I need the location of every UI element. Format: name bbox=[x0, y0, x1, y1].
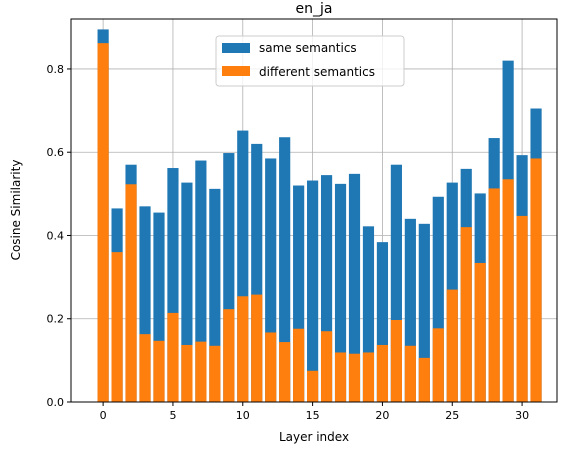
bar-same-semantics-21 bbox=[390, 164, 402, 402]
bar-different-semantics-17 bbox=[334, 352, 347, 402]
bar-different-semantics-0 bbox=[97, 43, 109, 402]
bar-different-semantics-31 bbox=[530, 158, 542, 402]
bar-same-semantics-12 bbox=[265, 158, 277, 402]
bar-different-semantics-14 bbox=[293, 328, 305, 402]
ticks: 0 5 10 15 20 25 30 0.0 0.2 0.4 0.6 0.8 bbox=[47, 63, 530, 422]
bar-different-semantics-25 bbox=[446, 289, 458, 402]
bar-different-semantics-12 bbox=[265, 332, 277, 402]
x-tick-label: 25 bbox=[445, 409, 459, 422]
x-axis-title: Layer index bbox=[279, 430, 349, 444]
bar-same-semantics-17 bbox=[334, 183, 347, 402]
legend-label-different-semantics: different semantics bbox=[259, 65, 375, 79]
bar-different-semantics-21 bbox=[390, 319, 402, 402]
bar-different-semantics-27 bbox=[474, 262, 486, 402]
x-tick-label: 5 bbox=[169, 409, 176, 422]
bar-different-semantics-18 bbox=[348, 353, 361, 402]
bar-different-semantics-1 bbox=[111, 252, 123, 402]
bar-different-semantics-7 bbox=[195, 341, 207, 402]
y-tick-label: 0.8 bbox=[47, 63, 65, 76]
bar-different-semantics-11 bbox=[251, 294, 263, 402]
bar-same-semantics-3 bbox=[139, 206, 151, 402]
bar-different-semantics-8 bbox=[209, 345, 221, 402]
bar-different-semantics-22 bbox=[404, 345, 416, 402]
legend: same semantics different semantics bbox=[215, 35, 405, 87]
bar-same-semantics-10 bbox=[237, 130, 249, 402]
bar-same-semantics-19 bbox=[362, 226, 375, 402]
legend-label-same-semantics: same semantics bbox=[259, 41, 357, 55]
bar-different-semantics-26 bbox=[460, 227, 472, 402]
bar-same-semantics-15 bbox=[307, 180, 319, 402]
x-tick-label: 30 bbox=[515, 409, 529, 422]
bar-same-semantics-7 bbox=[195, 160, 207, 402]
bar-different-semantics-6 bbox=[181, 344, 193, 402]
bar-different-semantics-20 bbox=[376, 344, 389, 402]
bar-different-semantics-16 bbox=[320, 331, 333, 402]
y-tick-label: 0.6 bbox=[47, 146, 65, 159]
legend-box bbox=[215, 35, 405, 87]
bar-same-semantics-24 bbox=[432, 196, 444, 402]
bar-same-semantics-16 bbox=[320, 175, 333, 402]
bar-same-semantics-8 bbox=[209, 188, 221, 402]
bar-different-semantics-5 bbox=[167, 312, 179, 402]
bar-same-semantics-23 bbox=[418, 223, 430, 402]
bar-same-semantics-4 bbox=[153, 212, 165, 402]
bar-same-semantics-13 bbox=[279, 137, 291, 402]
plot-frame bbox=[70, 18, 558, 403]
y-axis-title: Cosine Similarity bbox=[9, 160, 23, 261]
y-tick-label: 0.2 bbox=[47, 313, 65, 326]
bar-different-semantics-3 bbox=[139, 334, 151, 402]
bar-same-semantics-20 bbox=[376, 242, 389, 402]
y-tick-label: 0.4 bbox=[47, 229, 65, 242]
x-tick-label: 0 bbox=[100, 409, 107, 422]
bar-same-semantics-18 bbox=[348, 173, 361, 402]
chart-title: en_ja bbox=[296, 1, 333, 17]
legend-swatch-same-semantics bbox=[222, 43, 250, 53]
bars bbox=[97, 29, 542, 403]
x-tick-label: 20 bbox=[375, 409, 389, 422]
bar-different-semantics-13 bbox=[279, 342, 291, 402]
legend-swatch-different-semantics bbox=[222, 66, 250, 76]
x-tick-label: 10 bbox=[236, 409, 250, 422]
x-tick-label: 15 bbox=[306, 409, 320, 422]
bar-same-semantics-11 bbox=[251, 143, 263, 403]
bar-different-semantics-24 bbox=[432, 328, 444, 402]
bar-different-semantics-10 bbox=[237, 296, 249, 402]
bar-different-semantics-9 bbox=[223, 309, 235, 402]
bar-different-semantics-19 bbox=[362, 352, 375, 402]
bar-different-semantics-2 bbox=[125, 184, 137, 402]
bar-different-semantics-23 bbox=[418, 357, 430, 402]
bar-same-semantics-9 bbox=[223, 153, 235, 402]
bar-different-semantics-4 bbox=[153, 340, 165, 402]
bar-same-semantics-22 bbox=[404, 218, 416, 402]
bar-same-semantics-14 bbox=[293, 185, 305, 402]
bar-same-semantics-6 bbox=[181, 182, 193, 402]
bar-same-semantics-5 bbox=[167, 168, 179, 402]
bar-different-semantics-29 bbox=[502, 179, 514, 402]
bar-different-semantics-15 bbox=[307, 370, 319, 402]
bar-different-semantics-30 bbox=[516, 215, 528, 402]
y-tick-label: 0.0 bbox=[47, 396, 65, 409]
bar-different-semantics-28 bbox=[488, 188, 500, 402]
